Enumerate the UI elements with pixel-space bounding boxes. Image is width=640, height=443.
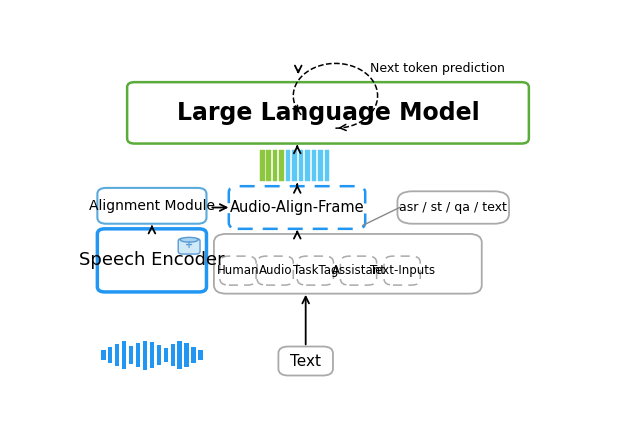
- Text: Assistant: Assistant: [332, 264, 385, 277]
- FancyBboxPatch shape: [297, 256, 333, 285]
- FancyBboxPatch shape: [397, 191, 509, 224]
- Bar: [266, 150, 271, 181]
- Bar: [129, 346, 133, 365]
- Bar: [164, 348, 168, 362]
- Text: TaskTag: TaskTag: [292, 264, 338, 277]
- Text: Text: Text: [290, 354, 321, 369]
- Text: +: +: [185, 240, 193, 250]
- Bar: [122, 341, 126, 369]
- Bar: [115, 344, 120, 366]
- Bar: [101, 350, 106, 360]
- FancyBboxPatch shape: [220, 256, 256, 285]
- Text: Text-Inputs: Text-Inputs: [369, 264, 435, 277]
- Bar: [184, 343, 189, 367]
- Text: Speech Encoder: Speech Encoder: [79, 251, 225, 269]
- FancyBboxPatch shape: [278, 346, 333, 376]
- Bar: [177, 341, 182, 369]
- Bar: [318, 150, 323, 181]
- FancyBboxPatch shape: [178, 238, 200, 254]
- FancyBboxPatch shape: [214, 234, 482, 294]
- Text: Large Language Model: Large Language Model: [177, 101, 479, 125]
- Bar: [305, 150, 310, 181]
- FancyBboxPatch shape: [257, 256, 293, 285]
- Ellipse shape: [180, 237, 198, 242]
- Text: Alignment Module: Alignment Module: [89, 199, 215, 213]
- Bar: [143, 341, 147, 369]
- FancyBboxPatch shape: [97, 229, 207, 292]
- FancyBboxPatch shape: [340, 256, 376, 285]
- Bar: [260, 150, 264, 181]
- FancyBboxPatch shape: [384, 256, 420, 285]
- FancyBboxPatch shape: [229, 186, 365, 229]
- Bar: [273, 150, 277, 181]
- Bar: [312, 150, 316, 181]
- Bar: [150, 342, 154, 368]
- Bar: [108, 347, 113, 363]
- Bar: [157, 345, 161, 365]
- Text: Audio-Align-Frame: Audio-Align-Frame: [230, 200, 364, 215]
- FancyBboxPatch shape: [127, 82, 529, 144]
- Bar: [286, 150, 291, 181]
- Bar: [198, 350, 203, 360]
- Bar: [170, 344, 175, 366]
- Text: Audio: Audio: [259, 264, 292, 277]
- Bar: [136, 343, 140, 367]
- Text: Human: Human: [217, 264, 259, 277]
- Text: Next token prediction: Next token prediction: [370, 62, 505, 75]
- FancyBboxPatch shape: [97, 188, 207, 224]
- Bar: [191, 347, 196, 363]
- Text: asr / st / qa / text: asr / st / qa / text: [399, 201, 507, 214]
- Bar: [299, 150, 303, 181]
- Bar: [280, 150, 284, 181]
- Bar: [324, 150, 329, 181]
- Bar: [292, 150, 297, 181]
